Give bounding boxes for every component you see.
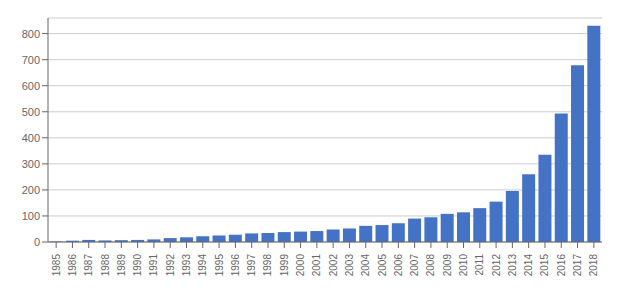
- svg-text:1992: 1992: [165, 254, 176, 277]
- svg-text:2013: 2013: [507, 254, 518, 277]
- svg-text:1990: 1990: [132, 254, 143, 277]
- svg-text:800: 800: [22, 28, 40, 40]
- svg-text:600: 600: [22, 80, 40, 92]
- svg-text:400: 400: [22, 132, 40, 144]
- svg-text:1989: 1989: [116, 254, 127, 277]
- svg-text:2009: 2009: [442, 254, 453, 277]
- svg-text:2001: 2001: [311, 254, 322, 277]
- svg-text:1987: 1987: [83, 254, 94, 277]
- svg-text:2000: 2000: [295, 254, 306, 277]
- svg-text:1991: 1991: [148, 254, 159, 277]
- svg-text:200: 200: [22, 184, 40, 196]
- svg-text:1996: 1996: [230, 254, 241, 277]
- svg-text:2015: 2015: [539, 254, 550, 277]
- svg-text:1988: 1988: [100, 254, 111, 277]
- svg-text:1997: 1997: [246, 254, 257, 277]
- svg-text:500: 500: [22, 106, 40, 118]
- svg-text:100: 100: [22, 210, 40, 222]
- svg-text:2005: 2005: [377, 254, 388, 277]
- svg-text:1994: 1994: [197, 254, 208, 277]
- svg-text:2006: 2006: [393, 254, 404, 277]
- svg-text:2014: 2014: [523, 254, 534, 277]
- svg-text:2004: 2004: [360, 254, 371, 277]
- svg-text:700: 700: [22, 54, 40, 66]
- svg-text:1985: 1985: [51, 254, 62, 277]
- svg-text:1999: 1999: [279, 254, 290, 277]
- svg-text:2008: 2008: [425, 254, 436, 277]
- svg-text:2018: 2018: [588, 254, 599, 277]
- svg-text:0: 0: [34, 236, 40, 248]
- svg-text:2016: 2016: [556, 254, 567, 277]
- svg-text:300: 300: [22, 158, 40, 170]
- svg-text:2002: 2002: [328, 254, 339, 277]
- svg-text:1995: 1995: [214, 254, 225, 277]
- svg-text:2012: 2012: [491, 254, 502, 277]
- svg-text:1993: 1993: [181, 254, 192, 277]
- svg-text:2010: 2010: [458, 254, 469, 277]
- svg-text:1998: 1998: [262, 254, 273, 277]
- svg-text:2003: 2003: [344, 254, 355, 277]
- svg-text:2007: 2007: [409, 254, 420, 277]
- svg-text:1986: 1986: [67, 254, 78, 277]
- svg-text:2017: 2017: [572, 254, 583, 277]
- svg-text:2011: 2011: [474, 254, 485, 276]
